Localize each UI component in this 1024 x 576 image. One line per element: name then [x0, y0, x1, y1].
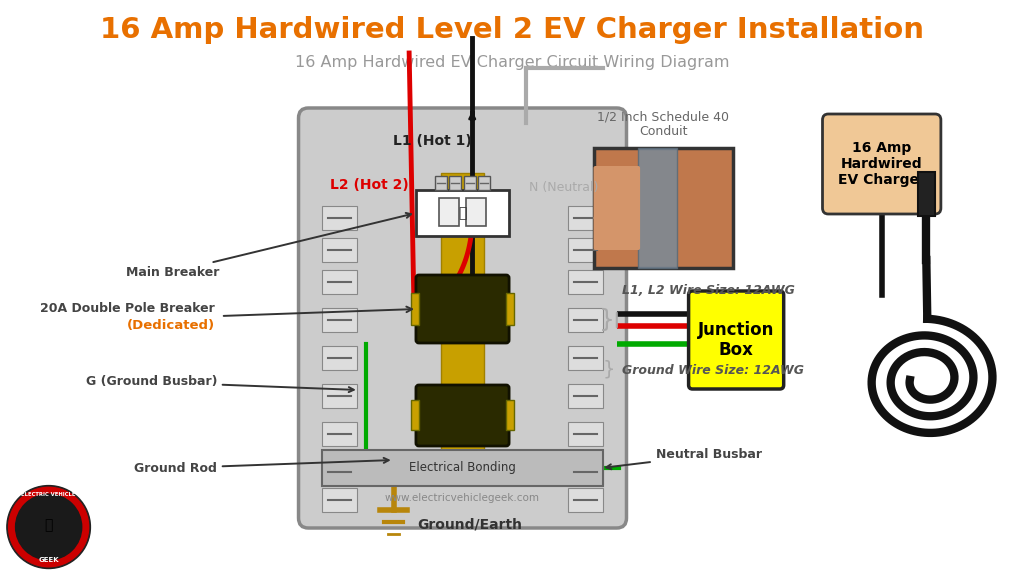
Bar — [918, 172, 935, 216]
Bar — [322, 308, 356, 332]
Text: Main Breaker: Main Breaker — [126, 213, 411, 279]
Bar — [594, 148, 733, 268]
Bar — [411, 400, 419, 430]
Bar — [568, 270, 603, 294]
Bar — [568, 422, 603, 446]
Text: }: } — [602, 359, 614, 378]
Bar — [435, 176, 447, 190]
Bar — [568, 206, 603, 230]
Bar — [638, 148, 677, 268]
Bar — [322, 270, 356, 294]
Bar — [478, 176, 489, 190]
Bar — [568, 460, 603, 484]
Bar — [322, 238, 356, 262]
Text: 🚗: 🚗 — [44, 518, 53, 532]
Text: N (Neutral): N (Neutral) — [529, 181, 599, 195]
Bar — [465, 176, 476, 190]
Text: GEEK: GEEK — [38, 557, 59, 563]
Circle shape — [15, 494, 82, 560]
Text: L1 (Hot 1): L1 (Hot 1) — [393, 134, 472, 148]
Text: 20A Double Pole Breaker: 20A Double Pole Breaker — [40, 301, 215, 314]
Text: }: } — [599, 308, 614, 332]
Text: Electrical Bonding: Electrical Bonding — [409, 461, 516, 475]
FancyBboxPatch shape — [822, 114, 941, 214]
Bar — [411, 293, 419, 325]
Bar — [568, 308, 603, 332]
Text: 16 Amp
Hardwired
EV Charger: 16 Amp Hardwired EV Charger — [838, 141, 926, 187]
Text: G (Ground Busbar): G (Ground Busbar) — [86, 376, 353, 392]
Bar — [322, 422, 356, 446]
Bar — [568, 488, 603, 512]
Bar — [506, 400, 514, 430]
Text: Ground Rod: Ground Rod — [134, 458, 389, 475]
Text: 1/2 Inch Schedule 40
Conduit: 1/2 Inch Schedule 40 Conduit — [597, 110, 729, 138]
Bar — [322, 346, 356, 370]
Bar — [568, 238, 603, 262]
Text: ⏻: ⏻ — [459, 206, 467, 220]
Text: L1, L2 Wire Size: 12AWG: L1, L2 Wire Size: 12AWG — [622, 283, 795, 297]
Circle shape — [8, 487, 89, 567]
Bar — [416, 190, 509, 236]
Text: 16 Amp Hardwired Level 2 EV Charger Installation: 16 Amp Hardwired Level 2 EV Charger Inst… — [100, 16, 924, 44]
Bar — [439, 198, 459, 226]
Bar — [449, 176, 461, 190]
Bar — [322, 460, 356, 484]
Bar — [506, 293, 514, 325]
Bar — [322, 384, 356, 408]
Bar — [568, 384, 603, 408]
Bar — [568, 346, 603, 370]
Bar — [322, 488, 356, 512]
Bar — [441, 173, 484, 473]
Text: www.electricvehiclegeek.com: www.electricvehiclegeek.com — [385, 493, 540, 503]
FancyBboxPatch shape — [594, 166, 640, 250]
Bar — [322, 206, 356, 230]
FancyBboxPatch shape — [416, 275, 509, 343]
Text: Neutral Busbar: Neutral Busbar — [606, 449, 762, 469]
Text: 16 Amp Hardwired EV Charger Circuit Wiring Diagram: 16 Amp Hardwired EV Charger Circuit Wiri… — [295, 55, 729, 70]
Circle shape — [7, 486, 90, 569]
Bar — [322, 450, 603, 486]
Text: Ground/Earth: Ground/Earth — [417, 518, 522, 532]
Text: Junction
Box: Junction Box — [698, 321, 774, 359]
Bar — [466, 198, 485, 226]
FancyBboxPatch shape — [416, 385, 509, 446]
FancyBboxPatch shape — [299, 108, 627, 528]
FancyBboxPatch shape — [688, 291, 783, 389]
Text: Ground Wire Size: 12AWG: Ground Wire Size: 12AWG — [622, 363, 804, 377]
Text: (Dedicated): (Dedicated) — [127, 319, 215, 332]
Text: ELECTRIC VEHICLE: ELECTRIC VEHICLE — [22, 492, 76, 497]
Text: L2 (Hot 2): L2 (Hot 2) — [330, 178, 409, 192]
